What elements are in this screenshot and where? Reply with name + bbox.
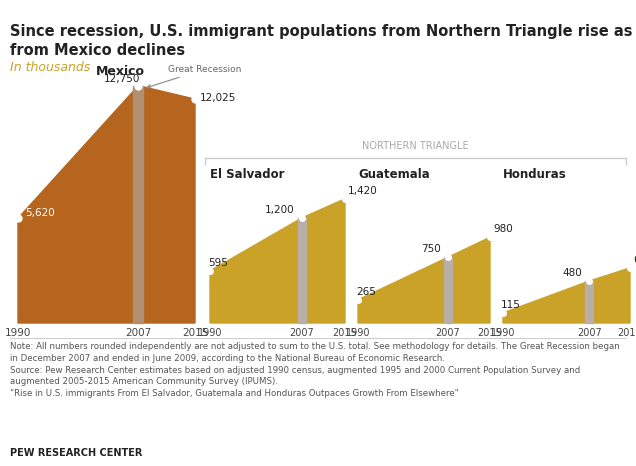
Text: 1,200: 1,200 (265, 205, 295, 215)
Text: 1990: 1990 (491, 328, 515, 338)
Text: 2015: 2015 (182, 328, 208, 338)
Text: 630: 630 (633, 255, 636, 265)
Text: 1990: 1990 (5, 328, 31, 338)
Polygon shape (358, 237, 490, 323)
Text: 5,620: 5,620 (25, 208, 55, 219)
Text: 12,750: 12,750 (104, 74, 141, 84)
Text: 1990: 1990 (346, 328, 370, 338)
Text: 980: 980 (493, 224, 513, 234)
Text: 2015: 2015 (333, 328, 357, 338)
Text: 595: 595 (208, 258, 228, 268)
Text: El Salvador: El Salvador (210, 168, 284, 181)
Text: 115: 115 (501, 300, 521, 310)
Text: Mexico: Mexico (96, 65, 145, 78)
Text: 1,420: 1,420 (348, 186, 378, 196)
Text: Guatemala: Guatemala (358, 168, 430, 181)
Text: Honduras: Honduras (503, 168, 567, 181)
Text: 2007: 2007 (436, 328, 460, 338)
Text: 2007: 2007 (577, 328, 602, 338)
Text: 2007: 2007 (289, 328, 314, 338)
Text: 1990: 1990 (198, 328, 222, 338)
Bar (298, 218, 306, 323)
Bar (585, 281, 593, 323)
Text: Note: All numbers rounded independently are not adjusted to sum to the U.S. tota: Note: All numbers rounded independently … (10, 342, 619, 398)
Text: 2007: 2007 (125, 328, 151, 338)
Bar (134, 86, 143, 323)
Text: 12,025: 12,025 (200, 93, 237, 103)
Text: 2015: 2015 (478, 328, 502, 338)
Text: 2015: 2015 (618, 328, 636, 338)
Text: In thousands: In thousands (10, 61, 90, 74)
Text: 750: 750 (421, 244, 441, 254)
Text: Great Recession: Great Recession (147, 65, 242, 88)
Text: 480: 480 (563, 268, 583, 278)
Polygon shape (503, 268, 630, 323)
Polygon shape (210, 199, 345, 323)
Polygon shape (18, 86, 195, 323)
Text: PEW RESEARCH CENTER: PEW RESEARCH CENTER (10, 448, 142, 458)
Text: 265: 265 (356, 287, 376, 297)
Bar (444, 257, 452, 323)
Text: NORTHERN TRIANGLE: NORTHERN TRIANGLE (362, 141, 469, 151)
Text: Since recession, U.S. immigrant populations from Northern Triangle rise as numbe: Since recession, U.S. immigrant populati… (10, 24, 636, 58)
